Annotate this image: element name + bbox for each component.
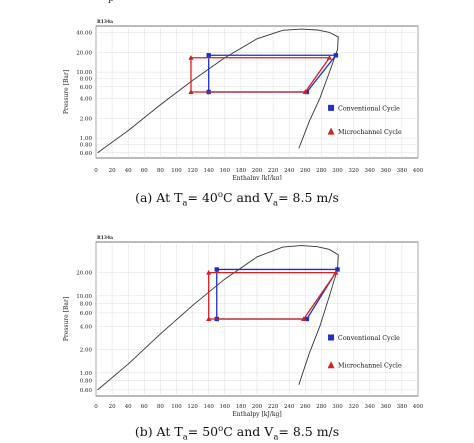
x-tick-label: 220 xyxy=(268,168,279,174)
y-tick-label: 4.00 xyxy=(80,96,93,102)
chart-panel-a: p 0 20 40 60 80 100 120 140 160 180 200 220 240 260 28… xyxy=(0,0,474,200)
legend-microchannel: Microchannel Cycle xyxy=(338,129,402,136)
legend-microchannel: Microchannel Cycle xyxy=(338,363,402,370)
y-tick-label: 6.00 xyxy=(80,311,93,317)
x-tick-label: 140 xyxy=(203,404,214,410)
microchannel-cycle-point xyxy=(302,89,308,94)
x-tick-label: 180 xyxy=(236,404,247,410)
x-tick-label: 400 xyxy=(413,168,424,174)
x-tick-label: 320 xyxy=(348,168,359,174)
conventional-cycle-point xyxy=(214,267,219,272)
x-tick-label: 300 xyxy=(332,168,343,174)
x-tick-label: 60 xyxy=(141,168,148,174)
saturation-dome-line xyxy=(97,245,339,391)
chart-panel-b: 0 20 40 60 80 100 120 140 160 180 200 220 240 260 280 3… xyxy=(0,228,474,428)
caption-a: (a) At Ta= 40oC and Va= 8.5 m/s xyxy=(135,190,339,209)
conventional-cycle-point xyxy=(304,316,310,322)
ph-diagram-a: 0 20 40 60 80 100 120 140 160 180 200 220 240 260 280 3… xyxy=(63,19,424,182)
x-tick-label: 0 xyxy=(94,168,98,174)
chart-title: R134a xyxy=(97,235,113,241)
cut-off-text: p xyxy=(108,0,128,4)
y-tick-label: 4.00 xyxy=(80,324,93,330)
y-axis-label: Pressure [Bar] xyxy=(63,70,70,114)
x-axis-label: Enthalpy [kJ/kg] xyxy=(232,175,281,180)
x-tick-label: 120 xyxy=(187,404,198,410)
y-tick-label: 1.00 xyxy=(80,371,93,377)
conventional-cycle-point xyxy=(206,53,211,58)
y-tick-label: 40.00 xyxy=(76,30,92,36)
y-tick-label: 8.00 xyxy=(80,301,93,307)
x-tick-label: 160 xyxy=(220,404,231,410)
chart-title: R134a xyxy=(97,19,113,25)
conventional-cycle-point xyxy=(335,267,340,272)
y-tick-label: 2.00 xyxy=(80,116,93,122)
x-tick-label: 220 xyxy=(268,404,279,410)
saturation-dome-line xyxy=(97,28,339,154)
x-axis-label: Enthalpy [kJ/kg] xyxy=(232,411,281,418)
y-tick-label: 10.00 xyxy=(76,294,92,300)
x-tick-label: 340 xyxy=(364,404,375,410)
x-tick-label: 300 xyxy=(332,404,343,410)
x-tick-label: 20 xyxy=(109,404,116,410)
x-tick-label: 260 xyxy=(300,168,311,174)
legend-triangle-icon xyxy=(327,127,335,135)
y-tick-label: 10.00 xyxy=(76,70,92,76)
y-tick-label: 0.80 xyxy=(80,378,93,384)
x-tick-label: 0 xyxy=(94,404,98,410)
y-tick-label: 2.00 xyxy=(80,348,93,354)
y-tick-label: 0.60 xyxy=(80,151,93,157)
x-tick-label: 100 xyxy=(171,168,182,174)
x-tick-label: 100 xyxy=(171,404,182,410)
legend-conventional: Conventional Cycle xyxy=(338,105,400,112)
y-tick-label: 20.00 xyxy=(76,50,92,56)
microchannel-cycle-point xyxy=(333,269,339,275)
x-tick-label: 200 xyxy=(252,404,263,410)
y-tick-label: 0.60 xyxy=(80,388,93,394)
microchannel-cycle-point xyxy=(326,54,333,60)
microchannel-cycle-point xyxy=(188,89,194,94)
ph-diagram-b: 0 20 40 60 80 100 120 140 160 180 200 220 240 260 280 3… xyxy=(63,235,424,418)
x-tick-label: 80 xyxy=(157,404,164,410)
x-tick-label: 380 xyxy=(397,168,408,174)
x-tick-label: 40 xyxy=(125,404,132,410)
microchannel-cycle-point xyxy=(206,269,212,275)
x-tick-label: 20 xyxy=(109,168,116,174)
y-tick-label: 0.80 xyxy=(80,143,93,149)
x-tick-label: 60 xyxy=(141,404,148,410)
x-tick-label: 340 xyxy=(364,168,375,174)
conventional-cycle-point xyxy=(304,89,310,95)
legend-triangle-icon xyxy=(327,361,335,369)
x-tick-label: 360 xyxy=(381,168,392,174)
legend-square-icon xyxy=(328,334,335,341)
x-tick-label: 180 xyxy=(236,168,247,174)
microchannel-cycle-point xyxy=(206,316,212,321)
x-tick-label: 260 xyxy=(300,404,311,410)
y-tick-label: 6.00 xyxy=(80,85,93,91)
x-tick-label: 320 xyxy=(348,404,359,410)
x-tick-label: 400 xyxy=(413,404,424,410)
y-tick-label: 1.00 xyxy=(80,136,93,142)
conventional-cycle-point xyxy=(333,53,339,58)
microchannel-cycle-point xyxy=(188,54,194,60)
x-tick-label: 280 xyxy=(316,168,327,174)
legend-square-icon xyxy=(328,104,335,111)
y-tick-label: 8.00 xyxy=(80,77,93,83)
x-tick-label: 40 xyxy=(125,168,132,174)
legend-conventional: Conventional Cycle xyxy=(338,335,400,342)
x-tick-label: 240 xyxy=(284,168,295,174)
x-tick-label: 240 xyxy=(284,404,295,410)
caption-b: (b) At Ta= 50oC and Va= 8.5 m/s xyxy=(134,424,340,443)
x-tick-label: 280 xyxy=(316,404,327,410)
x-tick-label: 140 xyxy=(203,168,214,174)
x-tick-label: 80 xyxy=(157,168,164,174)
microchannel-cycle-point xyxy=(301,316,307,321)
y-axis-label: Pressure [Bar] xyxy=(63,297,70,341)
x-tick-label: 360 xyxy=(381,404,392,410)
x-tick-label: 160 xyxy=(220,168,231,174)
x-tick-label: 200 xyxy=(252,168,263,174)
x-tick-label: 120 xyxy=(187,168,198,174)
x-tick-label: 380 xyxy=(397,404,408,410)
y-tick-label: 20.00 xyxy=(76,271,92,277)
